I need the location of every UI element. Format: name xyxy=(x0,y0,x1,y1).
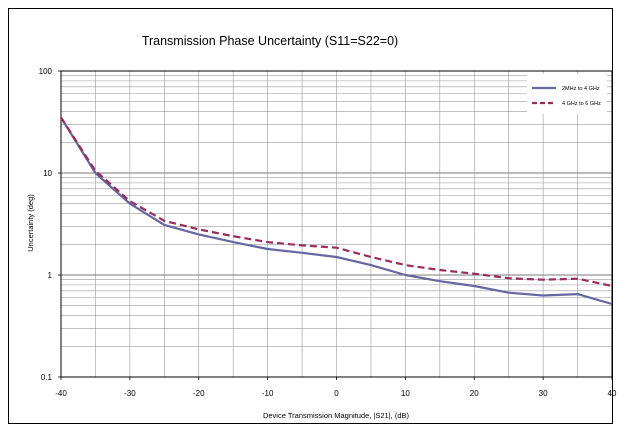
x-tick-label: 0 xyxy=(334,389,339,398)
x-tick-label: -40 xyxy=(55,389,67,398)
x-tick-label: 10 xyxy=(401,389,410,398)
x-tick-label: 30 xyxy=(539,389,548,398)
y-tick-label: 0.1 xyxy=(41,373,53,382)
x-tick-label: -30 xyxy=(124,389,136,398)
series-line-2 xyxy=(60,116,613,288)
series-lines xyxy=(60,116,613,306)
series-line-1 xyxy=(60,116,613,306)
legend: 2MHz to 4 GHz 4 GHz to 6 GHz xyxy=(527,74,607,114)
legend-label-series-1: 2MHz to 4 GHz xyxy=(562,86,600,92)
y-tick-label: 10 xyxy=(43,169,52,178)
x-tick-label: -10 xyxy=(262,389,274,398)
chart-frame xyxy=(8,8,613,424)
y-axis-label: Uncertainty (deg) xyxy=(26,194,35,252)
chart-title: Transmission Phase Uncertainty (S11=S22=… xyxy=(142,34,398,48)
y-tick-label: 1 xyxy=(48,271,53,280)
legend-label-series-2: 4 GHz to 6 GHz xyxy=(562,101,601,107)
x-tick-label: -20 xyxy=(193,389,205,398)
y-axis-ticks: 0.1 1 10 100 xyxy=(39,67,61,382)
y-tick-label: 100 xyxy=(39,67,53,76)
x-axis-label: Device Transmission Magnitude, |S21|, (d… xyxy=(263,411,410,420)
x-tick-label: 20 xyxy=(470,389,479,398)
x-tick-label: 40 xyxy=(608,389,617,398)
x-axis-ticks: -40 -30 -20 -10 0 10 20 30 40 xyxy=(55,377,617,398)
grid xyxy=(60,70,613,378)
legend-box xyxy=(527,74,607,114)
